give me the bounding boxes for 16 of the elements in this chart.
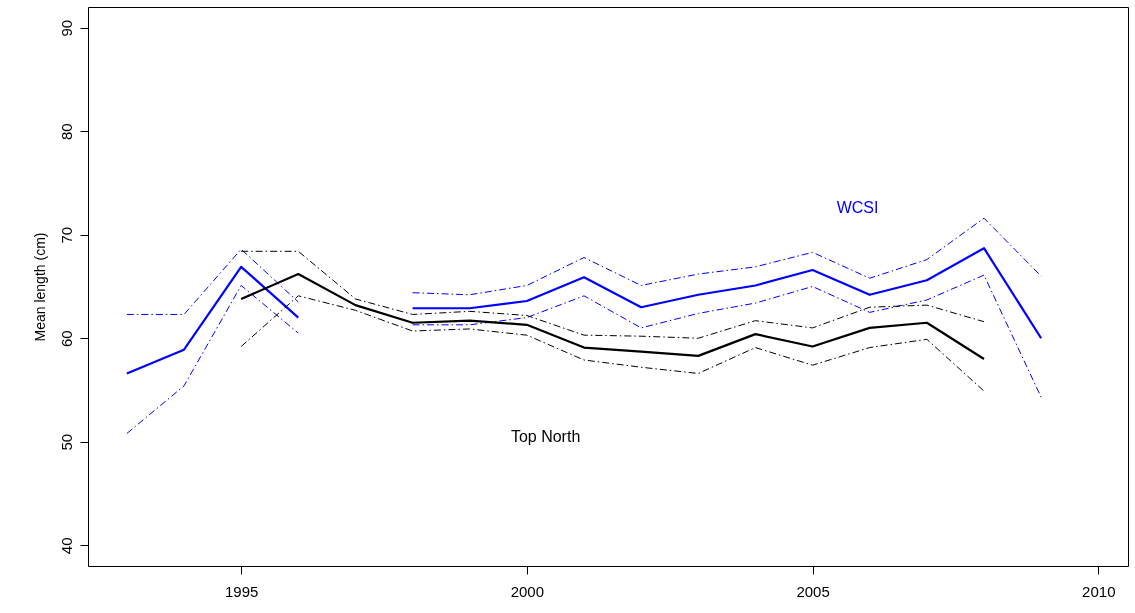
- x-tick-label: 1995: [224, 582, 259, 600]
- y-tick-label: 40: [57, 537, 75, 555]
- y-axis-title: Mean length (cm): [31, 232, 48, 342]
- x-tick-label: 2000: [510, 582, 545, 600]
- y-tick-label: 50: [57, 433, 75, 451]
- text: WCSI: [836, 199, 879, 217]
- x-tick-label: 2010: [1082, 582, 1116, 600]
- text: Top North: [510, 428, 581, 446]
- line-series: [240, 272, 986, 361]
- y-tick-label: 80: [57, 123, 75, 141]
- line-series: [240, 295, 985, 392]
- x-tick-label: 2005: [796, 582, 830, 600]
- y-tick-label: 60: [57, 330, 75, 348]
- line-series: [240, 250, 985, 339]
- y-tick-label: 70: [57, 226, 75, 244]
- y-tick-label: 90: [57, 19, 75, 37]
